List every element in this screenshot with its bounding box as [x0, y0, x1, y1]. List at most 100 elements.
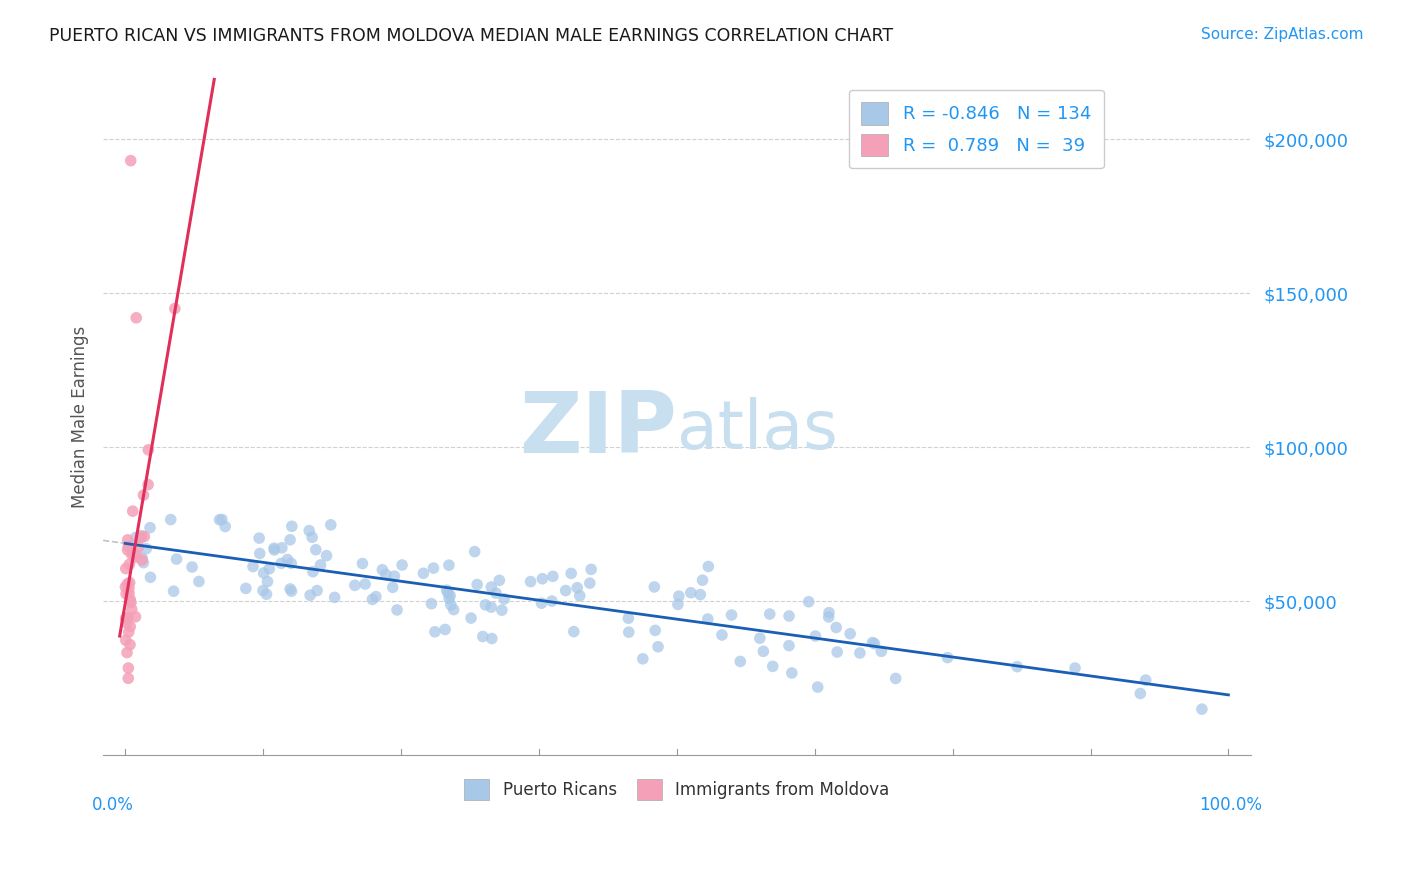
- Point: [305, 542, 328, 557]
- Point: [807, 680, 830, 694]
- Point: [352, 557, 374, 571]
- Point: [131, 551, 153, 566]
- Point: [263, 542, 285, 557]
- Point: [485, 586, 508, 600]
- Point: [187, 574, 209, 589]
- Point: [118, 625, 141, 640]
- Point: [114, 633, 136, 648]
- Point: [440, 598, 463, 612]
- Point: [235, 582, 257, 596]
- Point: [443, 602, 465, 616]
- Point: [530, 596, 553, 610]
- Point: [129, 531, 152, 545]
- Point: [817, 610, 839, 624]
- Point: [115, 646, 138, 660]
- Point: [720, 607, 742, 622]
- Point: [488, 574, 510, 588]
- Point: [132, 556, 155, 570]
- Point: [437, 558, 460, 573]
- Point: [211, 512, 233, 526]
- Point: [381, 580, 404, 594]
- Point: [319, 517, 342, 532]
- Point: [471, 630, 494, 644]
- Point: [825, 645, 848, 659]
- Text: atlas: atlas: [676, 397, 838, 463]
- Point: [117, 533, 139, 547]
- Point: [762, 659, 785, 673]
- Point: [668, 589, 690, 603]
- Point: [748, 631, 770, 645]
- Point: [692, 573, 714, 587]
- Point: [131, 529, 153, 543]
- Point: [758, 607, 780, 621]
- Point: [666, 598, 689, 612]
- Point: [129, 530, 152, 544]
- Point: [118, 581, 141, 595]
- Point: [299, 588, 322, 602]
- Point: [631, 652, 654, 666]
- Point: [578, 576, 600, 591]
- Point: [412, 566, 434, 581]
- Point: [118, 586, 141, 600]
- Point: [115, 615, 138, 630]
- Point: [464, 544, 486, 558]
- Point: [434, 623, 457, 637]
- Point: [120, 153, 142, 168]
- Point: [465, 577, 488, 591]
- Point: [839, 626, 862, 640]
- Point: [270, 557, 292, 571]
- Point: [166, 552, 188, 566]
- Point: [437, 591, 460, 606]
- Point: [214, 519, 236, 533]
- Point: [136, 442, 159, 457]
- Point: [752, 644, 775, 658]
- Point: [617, 625, 640, 640]
- Point: [422, 561, 444, 575]
- Point: [361, 592, 384, 607]
- Point: [256, 587, 278, 601]
- Point: [281, 519, 304, 533]
- Point: [118, 575, 141, 590]
- Point: [249, 547, 271, 561]
- Point: [474, 598, 496, 612]
- Point: [280, 584, 302, 599]
- Point: [117, 540, 139, 554]
- Point: [278, 533, 301, 547]
- Point: [541, 569, 564, 583]
- Point: [554, 583, 576, 598]
- Point: [494, 592, 516, 607]
- Point: [270, 541, 292, 555]
- Point: [159, 512, 181, 526]
- Point: [121, 602, 143, 616]
- Point: [870, 644, 893, 658]
- Point: [423, 624, 446, 639]
- Point: [139, 521, 162, 535]
- Point: [818, 606, 841, 620]
- Point: [374, 567, 396, 582]
- Point: [162, 584, 184, 599]
- Point: [118, 638, 141, 652]
- Point: [644, 624, 666, 638]
- Text: PUERTO RICAN VS IMMIGRANTS FROM MOLDOVA MEDIAN MALE EARNINGS CORRELATION CHART: PUERTO RICAN VS IMMIGRANTS FROM MOLDOVA …: [49, 27, 893, 45]
- Point: [384, 569, 406, 583]
- Point: [797, 595, 820, 609]
- Point: [481, 632, 503, 646]
- Point: [689, 588, 711, 602]
- Point: [139, 570, 162, 584]
- Point: [301, 530, 323, 544]
- Point: [863, 637, 886, 651]
- Point: [679, 586, 702, 600]
- Point: [371, 563, 394, 577]
- Point: [1135, 673, 1157, 687]
- Text: ZIP: ZIP: [519, 388, 676, 472]
- Point: [302, 565, 325, 579]
- Point: [647, 640, 669, 654]
- Point: [118, 558, 141, 572]
- Point: [315, 549, 337, 563]
- Point: [117, 610, 139, 624]
- Point: [1129, 686, 1152, 700]
- Point: [132, 488, 155, 502]
- Point: [437, 586, 460, 600]
- Point: [121, 548, 143, 562]
- Point: [181, 560, 204, 574]
